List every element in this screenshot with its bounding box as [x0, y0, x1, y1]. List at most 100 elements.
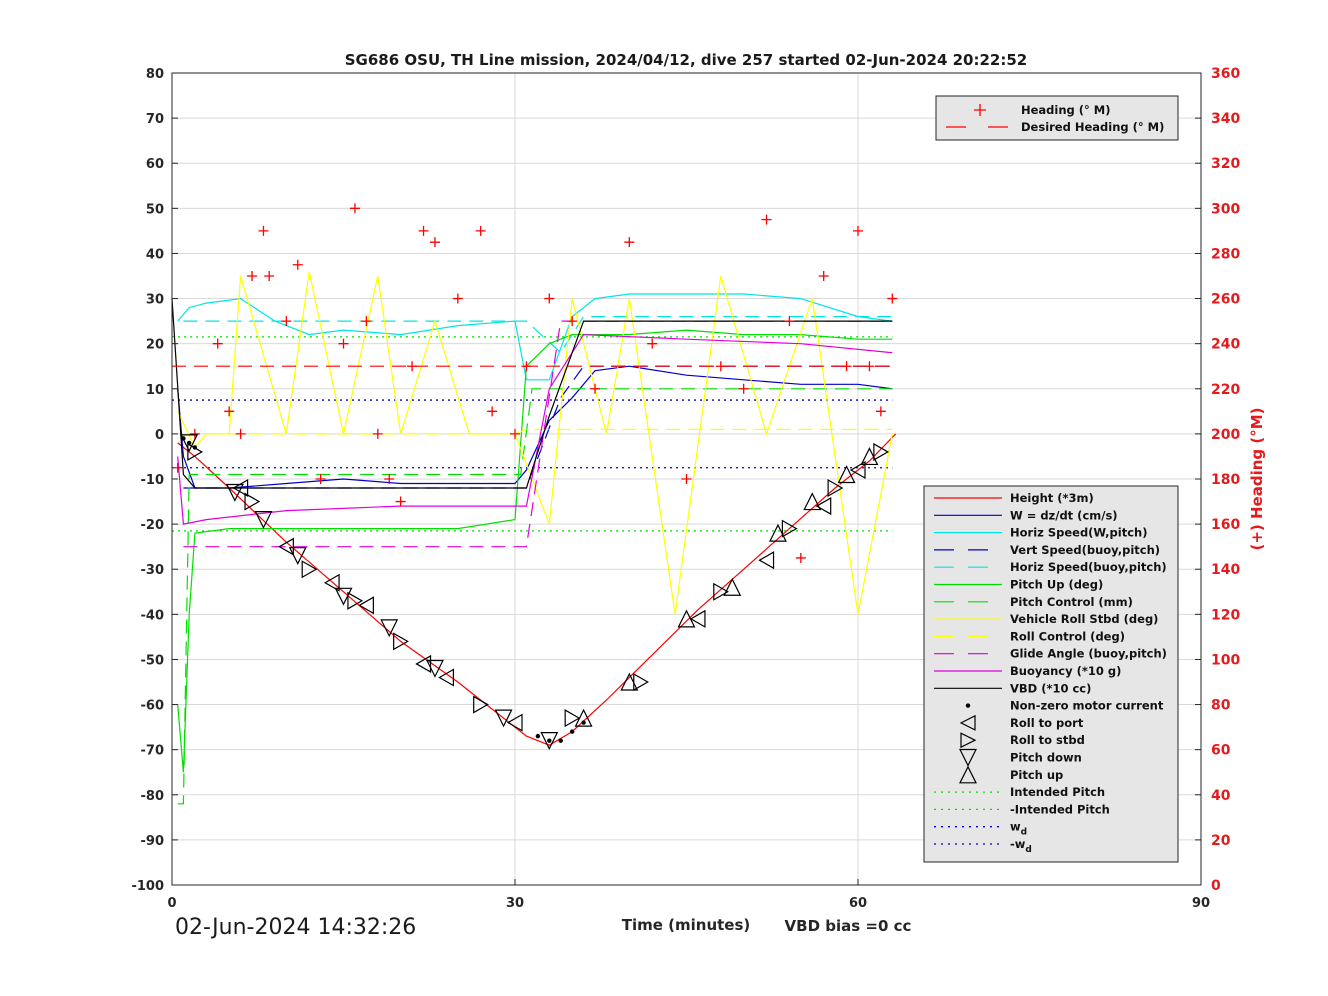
series-line	[183, 316, 893, 354]
series-line	[183, 428, 893, 435]
roll-port-marker	[323, 573, 340, 592]
pitch-up-marker	[860, 447, 879, 466]
roll-port-marker	[415, 654, 432, 673]
heading-marker	[395, 496, 406, 507]
left-tick-label: -30	[141, 563, 165, 578]
heading-marker	[864, 361, 875, 372]
right-tick-label: 140	[1211, 562, 1240, 578]
roll-port-marker	[849, 460, 866, 480]
left-tick-label: -50	[141, 653, 165, 668]
roll-port-marker	[689, 609, 706, 628]
legend-label: Height (*3m)	[1010, 491, 1094, 505]
series-line	[177, 271, 893, 615]
pitch-up-marker	[768, 523, 787, 542]
motor-current-dot	[558, 738, 563, 743]
left-tick-label: -70	[141, 744, 165, 759]
x-tick-label: 90	[1192, 896, 1210, 911]
heading-marker	[212, 338, 223, 349]
legend-label: Glide Angle (buoy,pitch)	[1010, 647, 1167, 661]
motor-current-dot	[547, 738, 552, 743]
legend-label: Pitch up	[1010, 768, 1063, 782]
roll-stbd-marker	[564, 709, 581, 728]
roll-port-marker	[506, 713, 523, 732]
vbd-bias-label: VBD bias =0 cc	[785, 917, 912, 935]
series-line	[171, 298, 893, 489]
legend-label: Horiz Speed(W,pitch)	[1010, 526, 1147, 540]
left-tick-label: 80	[146, 67, 164, 82]
legend-label: Horiz Speed(buoy,pitch)	[1010, 560, 1167, 574]
left-tick-label: -90	[141, 834, 165, 849]
roll-stbd-marker	[713, 582, 730, 601]
pitch-down-marker	[254, 511, 273, 529]
heading-marker	[590, 383, 601, 394]
heading-marker	[224, 406, 235, 417]
right-axis-label: (+) Heading (°M)	[1248, 407, 1266, 550]
right-tick-label: 0	[1211, 878, 1221, 894]
left-tick-label: -40	[141, 608, 165, 623]
right-tick-label: 80	[1211, 698, 1231, 714]
pitch-down-marker	[540, 732, 559, 750]
legend-swatch-port	[959, 714, 976, 731]
right-tick-label: 100	[1211, 652, 1240, 668]
heading-marker	[567, 316, 578, 327]
right-tick-label: 180	[1211, 472, 1240, 488]
heading-marker	[738, 383, 749, 394]
legend-label: Roll to port	[1010, 716, 1084, 730]
right-tick-label: 220	[1211, 382, 1240, 398]
x-axis: 0 30 60 90	[167, 879, 1210, 911]
legend-label: -Intended Pitch	[1010, 802, 1110, 816]
x-tick-label: 60	[849, 896, 867, 911]
x-tick-label: 30	[506, 896, 524, 911]
roll-stbd-marker	[827, 478, 844, 498]
pitch-down-marker	[288, 547, 307, 566]
roll-stbd-marker	[187, 442, 204, 461]
heading-marker	[407, 361, 418, 372]
left-tick-label: -100	[131, 879, 164, 894]
heading-marker	[647, 338, 658, 349]
right-tick-label: 160	[1211, 517, 1240, 533]
heading-marker	[247, 271, 258, 281]
legend-label: Pitch down	[1010, 751, 1082, 765]
timestamp-label: 02-Jun-2024 14:32:26	[175, 915, 416, 940]
heading-marker	[487, 406, 498, 417]
pitch-up-marker	[677, 609, 696, 628]
x-tick-label: 0	[167, 896, 176, 911]
series-line	[177, 333, 893, 525]
pitch-up-marker	[574, 708, 593, 727]
legend-label: Buoyancy (*10 g)	[1010, 664, 1121, 678]
legend-label: Non-zero motor current	[1010, 699, 1164, 713]
motor-current-dot	[581, 720, 586, 725]
roll-port-marker	[815, 497, 832, 516]
legend-label: Vehicle Roll Stbd (deg)	[1010, 612, 1158, 626]
roll-stbd-marker	[244, 492, 261, 511]
legend-label: Vert Speed(buoy,pitch)	[1010, 543, 1160, 557]
plot-area	[171, 203, 898, 805]
right-tick-label: 280	[1211, 246, 1240, 262]
left-tick-label: 60	[146, 157, 164, 172]
legend-label: Pitch Control (mm)	[1010, 595, 1133, 609]
motor-current-dot	[535, 733, 541, 739]
legend-swatch-pitch-down	[959, 748, 977, 767]
chart-title: SG686 OSU, TH Line mission, 2024/04/12, …	[345, 51, 1028, 69]
heading-marker	[841, 361, 852, 372]
heading-marker	[315, 474, 326, 484]
left-axis: 80 70 60 50 40 30 20 10 0 -10 -20 -30 -40 -50 -60 -70 -8…	[131, 67, 178, 894]
roll-stbd-marker	[393, 632, 409, 651]
right-tick-label: 240	[1211, 337, 1240, 353]
pitch-down-marker	[180, 434, 199, 453]
series-line	[177, 329, 893, 773]
pitch-up-marker	[837, 465, 856, 484]
legend-main-box	[923, 485, 1179, 863]
right-tick-label: 20	[1211, 833, 1231, 849]
left-tick-label: 10	[146, 383, 164, 398]
legend-swatch-stbd	[960, 732, 977, 749]
roll-stbd-marker	[473, 695, 489, 714]
left-tick-label: -10	[141, 473, 165, 488]
pitch-down-marker	[425, 659, 444, 678]
legend-label: Roll Control (deg)	[1010, 629, 1125, 643]
heading-marker	[338, 338, 349, 349]
roll-stbd-marker	[873, 442, 890, 461]
heading-marker	[258, 225, 269, 236]
left-tick-label: 40	[146, 247, 164, 262]
roll-port-marker	[358, 596, 374, 615]
